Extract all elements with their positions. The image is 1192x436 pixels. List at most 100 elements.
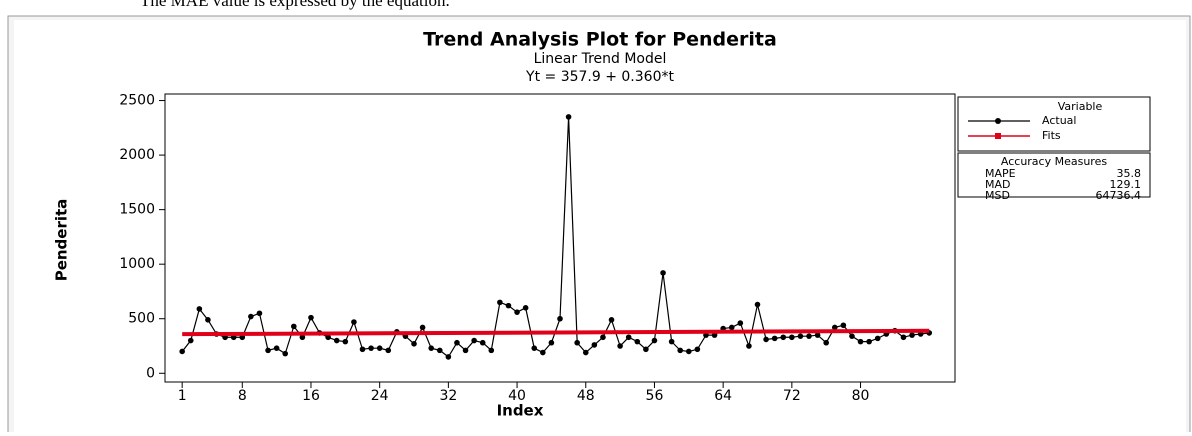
data-point	[746, 343, 752, 349]
data-point	[540, 349, 546, 356]
data-point	[771, 335, 778, 342]
data-point	[273, 345, 280, 351]
data-point	[668, 338, 675, 345]
data-point	[522, 305, 529, 311]
y-tick-label: 1500	[119, 202, 155, 218]
y-tick-label: 0	[146, 365, 155, 381]
data-point	[428, 345, 434, 351]
x-tick-label: 64	[714, 388, 732, 404]
data-point	[497, 299, 503, 306]
y-tick-label: 2500	[119, 93, 155, 109]
legend-box	[957, 96, 1151, 152]
x-tick-label: 32	[439, 388, 457, 404]
data-point	[471, 337, 477, 344]
data-point	[479, 339, 486, 346]
data-point	[531, 345, 538, 351]
data-point	[376, 345, 383, 351]
data-point	[436, 347, 443, 354]
data-point	[789, 334, 795, 341]
data-point	[488, 347, 495, 354]
measure-value: 129.1	[1110, 178, 1142, 191]
data-point	[342, 338, 349, 345]
measure-value: 64736.4	[1096, 189, 1142, 202]
data-point	[677, 347, 684, 354]
chart-title: Trend Analysis Plot for Penderita	[423, 29, 777, 51]
data-point	[909, 332, 915, 338]
data-point	[866, 338, 872, 345]
data-point	[582, 349, 589, 356]
legend-marker	[995, 133, 1001, 139]
x-tick-label: 16	[302, 388, 320, 404]
y-tick-label: 1000	[119, 256, 155, 272]
data-point	[282, 350, 289, 357]
data-point	[728, 324, 735, 331]
x-tick-label: 80	[852, 388, 870, 404]
legend-label: Fits	[1042, 129, 1061, 142]
data-point	[187, 337, 194, 344]
data-point	[462, 347, 469, 354]
data-point	[256, 310, 263, 317]
data-point	[823, 339, 829, 346]
x-tick-label: 1	[178, 388, 187, 404]
data-point	[797, 333, 804, 339]
data-point	[780, 334, 787, 341]
data-point	[196, 306, 203, 312]
data-point	[359, 346, 366, 353]
data-point	[600, 334, 606, 341]
data-point	[385, 347, 392, 354]
data-point	[608, 317, 615, 323]
data-point	[686, 348, 692, 355]
x-tick-label: 72	[783, 388, 801, 404]
trend-line	[182, 328, 930, 337]
data-point	[179, 348, 185, 355]
y-axis-label: Penderita	[53, 199, 71, 282]
data-point	[831, 324, 838, 331]
data-point	[660, 270, 666, 276]
x-axis-label: Index	[497, 402, 544, 420]
data-point	[205, 317, 211, 323]
data-point	[634, 338, 641, 345]
legend-title: Variable	[1058, 100, 1103, 113]
equation: Yt = 357.9 + 0.360*t	[525, 69, 674, 85]
data-point	[368, 345, 374, 351]
data-point	[651, 337, 658, 344]
data-point	[574, 339, 580, 346]
data-point	[565, 114, 572, 120]
data-point	[514, 309, 520, 315]
data-point	[694, 346, 701, 353]
data-point	[857, 338, 864, 345]
data-point	[419, 324, 426, 331]
caption: The MAE value is expressed by the equati…	[140, 0, 450, 10]
legend-label: Actual	[1042, 114, 1076, 127]
x-tick-label: 56	[646, 388, 664, 404]
data-point	[454, 339, 460, 346]
measures-box	[957, 152, 1151, 198]
data-point	[333, 337, 340, 344]
data-point	[299, 334, 306, 341]
chart-subtitle: Linear Trend Model	[534, 51, 667, 67]
x-tick-label: 8	[238, 388, 247, 404]
data-point	[625, 334, 632, 341]
data-point	[505, 302, 512, 309]
data-point	[557, 315, 563, 322]
data-point	[754, 301, 761, 308]
data-point	[900, 334, 907, 341]
data-point	[265, 347, 271, 354]
plot-frame	[164, 93, 956, 383]
data-point	[548, 339, 555, 346]
measure-value: 35.8	[1117, 167, 1142, 180]
x-tick-label: 48	[577, 388, 595, 404]
y-tick-label: 2000	[119, 147, 155, 163]
data-point	[737, 320, 744, 326]
legend-marker	[995, 118, 1001, 124]
data-point	[325, 334, 331, 341]
measure-name: MAD	[985, 178, 1011, 191]
data-point	[806, 333, 812, 339]
data-point	[849, 333, 855, 339]
data-point	[591, 342, 598, 348]
data-point	[840, 322, 847, 329]
data-point	[445, 354, 452, 360]
measures-title: Accuracy Measures	[1001, 155, 1107, 168]
measure-name: MSD	[985, 189, 1010, 202]
